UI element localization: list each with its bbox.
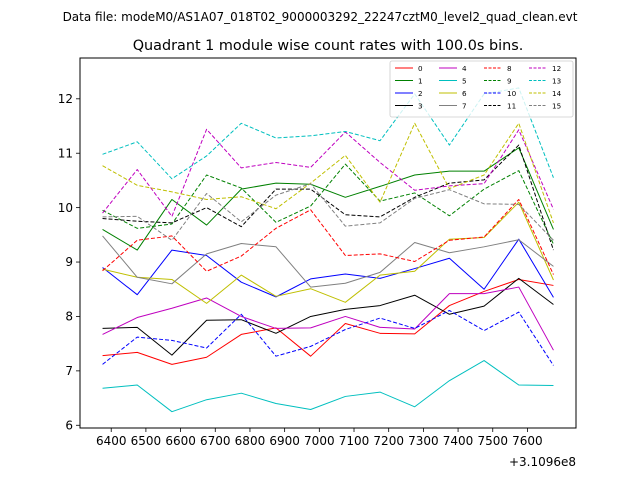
legend-label-1: 1 <box>418 76 423 85</box>
legend-label-0: 0 <box>418 64 423 73</box>
y-tick-label: 9 <box>65 255 73 269</box>
x-tick-label: 7200 <box>373 434 404 448</box>
x-tick-label: 7100 <box>339 434 370 448</box>
y-tick-label: 10 <box>58 201 73 215</box>
series-line-3 <box>102 277 554 356</box>
legend-label-11: 11 <box>507 101 516 110</box>
y-tick-label: 6 <box>65 418 73 432</box>
series-line-7 <box>102 235 554 288</box>
series-line-10 <box>102 309 554 366</box>
series-line-9 <box>102 163 554 245</box>
axes-frame <box>79 57 577 429</box>
legend-label-14: 14 <box>552 89 562 98</box>
x-tick-label: 7300 <box>408 434 439 448</box>
figure-suptitle: Data file: modeM0/AS1A07_018T02_90000032… <box>63 10 578 24</box>
x-axis-ticks: 6400 6500 6600 6700 6800 6900 7000 7100 7200 7300… <box>96 428 543 448</box>
series-line-5 <box>102 360 554 413</box>
legend-label-5: 5 <box>462 76 467 85</box>
series-line-6 <box>102 201 554 304</box>
legend-label-12: 12 <box>552 64 561 73</box>
series-line-2 <box>102 238 554 298</box>
series-line-4 <box>102 286 554 351</box>
legend-label-10: 10 <box>507 89 517 98</box>
x-tick-label: 6600 <box>165 434 196 448</box>
legend-label-7: 7 <box>462 101 467 110</box>
x-tick-label: 6400 <box>96 434 127 448</box>
series-line-1 <box>102 147 554 251</box>
x-tick-label: 6800 <box>235 434 266 448</box>
series-line-13 <box>102 87 554 180</box>
x-tick-label: 6500 <box>131 434 162 448</box>
legend-label-13: 13 <box>552 76 561 85</box>
y-axis-ticks: 6 7 8 9 10 11 12 <box>58 92 80 432</box>
series-line-11 <box>102 144 554 251</box>
series-line-14 <box>102 122 554 224</box>
legend-label-2: 2 <box>418 89 423 98</box>
legend-label-9: 9 <box>507 76 512 85</box>
y-tick-label: 12 <box>58 92 73 106</box>
legend-label-3: 3 <box>418 101 423 110</box>
x-tick-label: 6900 <box>269 434 300 448</box>
x-tick-label: 7000 <box>304 434 335 448</box>
legend-label-6: 6 <box>462 89 467 98</box>
y-tick-label: 7 <box>65 364 73 378</box>
series-layer <box>102 87 554 413</box>
legend-label-15: 15 <box>552 101 561 110</box>
chart-title: Quadrant 1 module wise count rates with … <box>133 38 524 54</box>
x-tick-label: 6700 <box>200 434 231 448</box>
series-line-15 <box>102 183 554 241</box>
legend-frame <box>389 60 574 118</box>
y-tick-label: 11 <box>58 146 73 160</box>
x-tick-label: 7600 <box>512 434 543 448</box>
y-tick-label: 8 <box>65 310 73 324</box>
x-tick-label: 7400 <box>443 434 474 448</box>
series-line-12 <box>102 128 554 217</box>
legend-label-4: 4 <box>462 64 467 73</box>
plot-area: 6400 6500 6600 6700 6800 6900 7000 7100 7200 7300… <box>58 57 577 448</box>
x-axis-offset-label: +3.1096e8 <box>509 455 576 469</box>
legend-label-8: 8 <box>507 64 512 73</box>
x-tick-label: 7500 <box>477 434 508 448</box>
